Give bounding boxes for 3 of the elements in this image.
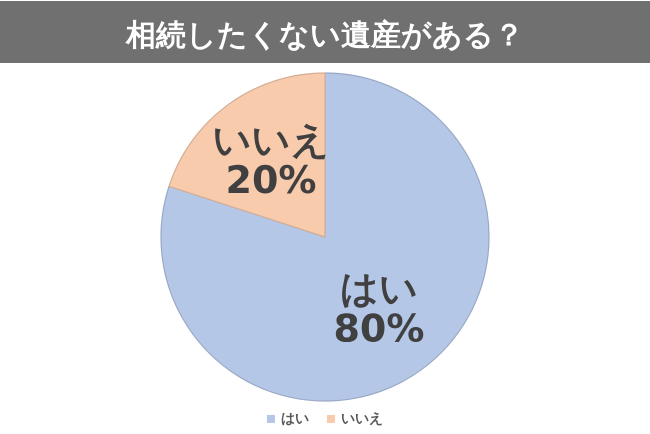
chart-title: 相続したくない遺産がある？ [125,18,524,54]
legend-label: はい [281,410,309,427]
legend-label: いいえ [341,410,383,427]
